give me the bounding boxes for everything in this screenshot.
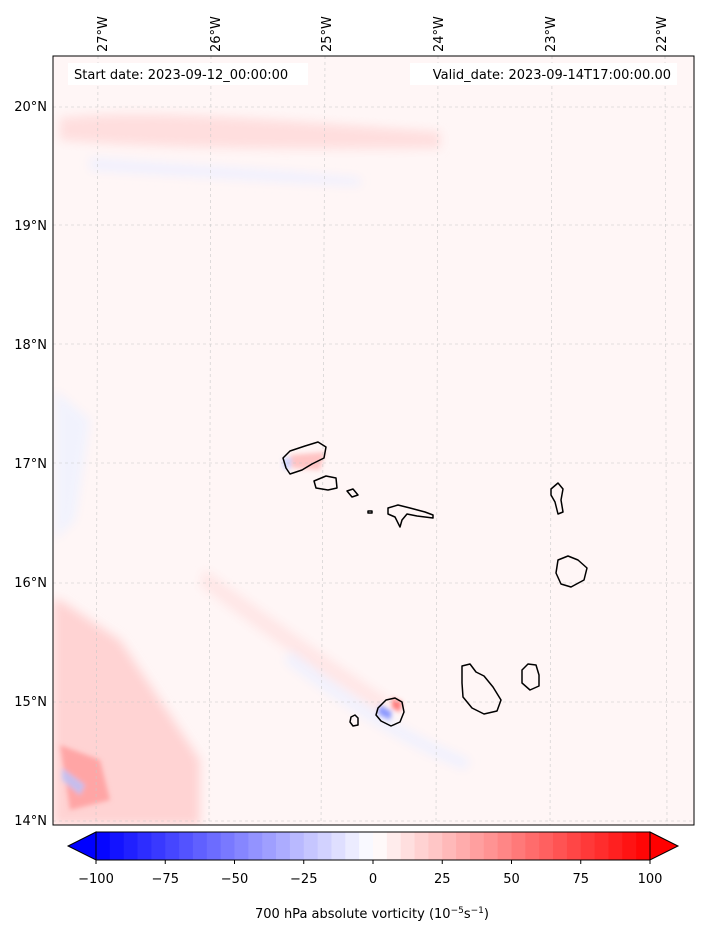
colorbar-tick-label: −25 [290, 872, 317, 887]
colorbar-tick-label: 25 [434, 872, 451, 887]
colorbar-bin [151, 832, 166, 860]
colorbar-tick-label: 75 [572, 872, 589, 887]
colorbar-label: 700 hPa absolute vorticity (10−5s−1) [255, 906, 489, 922]
colorbar-label-exp2: −1 [471, 906, 484, 916]
colorbar-bin [303, 832, 319, 860]
colorbar-bin [483, 832, 499, 860]
colorbar-bin [276, 832, 291, 860]
island-sao-vicente [313, 475, 338, 491]
lat-tick: 16°N [14, 576, 47, 591]
island-boa-vista [555, 555, 588, 588]
colorbar-bin [566, 832, 582, 860]
colorbar-bin [96, 832, 111, 860]
island-maio [521, 663, 540, 691]
lat-tick-labels: 20°N 19°N 18°N 17°N 16°N 15°N 14°N [14, 100, 47, 829]
colorbar-bin [179, 832, 194, 860]
lat-tick: 20°N [14, 100, 47, 115]
colorbar-bin [220, 832, 236, 860]
colorbar-tick-label: 0 [369, 872, 377, 887]
vorticity-field [53, 114, 470, 825]
valid-date-label: Valid_date: 2023-09-14T17:00:00.00 [433, 68, 671, 83]
gridlines [53, 56, 694, 825]
coastlines [282, 441, 588, 727]
lat-tick: 15°N [14, 695, 47, 710]
island-santo-antao [282, 441, 327, 475]
plot-frame [52, 55, 695, 826]
colorbar-label-main: 700 hPa absolute vorticity (10 [255, 907, 451, 922]
colorbar-bin [137, 832, 152, 860]
lon-tick: 23°W [544, 16, 559, 52]
valid-date-box [410, 63, 677, 85]
colorbar-bin [414, 832, 429, 860]
colorbar-bin [442, 832, 457, 860]
colorbar-bin [165, 832, 180, 860]
colorbar-bins [96, 832, 651, 860]
lon-tick: 22°W [655, 16, 670, 52]
colorbar-label-exp1: −5 [451, 906, 464, 916]
lon-tick-labels: 27°W 26°W 25°W 24°W 23°W 22°W [96, 16, 670, 52]
colorbar-bin [525, 832, 540, 860]
colorbar-bin [331, 832, 346, 860]
colorbar-bin [636, 832, 651, 860]
colorbar-bin [262, 832, 277, 860]
island-fogo [375, 697, 405, 727]
island-brava [349, 714, 359, 727]
colorbar-extend-min [66, 831, 97, 861]
colorbar-bin [511, 832, 526, 860]
colorbar-bin [456, 832, 471, 860]
lon-tick: 26°W [209, 16, 224, 52]
island-sal [550, 482, 564, 515]
island-sao-nicolau [387, 504, 434, 528]
colorbar-bin [289, 832, 305, 860]
start-date-label: Start date: 2023-09-12_00:00:00 [74, 68, 288, 83]
colorbar-label-end: ) [484, 907, 489, 922]
lat-tick: 19°N [14, 219, 47, 234]
colorbar-bin [192, 832, 208, 860]
colorbar-bin [109, 832, 125, 860]
colorbar-ticks: −100 −75 −50 −25 0 25 50 75 100 [78, 860, 662, 887]
colorbar-tick-label: −50 [221, 872, 248, 887]
colorbar-bin [469, 832, 485, 860]
island-santa-luzia [346, 488, 359, 498]
start-date-box [68, 63, 308, 85]
colorbar-bin [400, 832, 416, 860]
colorbar-bin [123, 832, 139, 860]
colorbar-tick-label: −75 [152, 872, 179, 887]
colorbar-extend-max [649, 831, 680, 861]
colorbar-bin [248, 832, 263, 860]
island-santiago [461, 663, 502, 715]
colorbar-bin [622, 832, 637, 860]
colorbar-bin [359, 832, 374, 860]
colorbar-bin [539, 832, 554, 860]
colorbar-bin [373, 832, 388, 860]
lon-tick: 27°W [96, 16, 111, 52]
colorbar-bin [594, 832, 610, 860]
colorbar-bin [428, 832, 443, 860]
lat-tick: 18°N [14, 338, 47, 353]
island-branco [367, 510, 373, 514]
colorbar-bin [553, 832, 568, 860]
colorbar: −100 −75 −50 −25 0 25 50 75 100 700 hPa absolute… [66, 831, 680, 922]
lat-tick: 17°N [14, 457, 47, 472]
colorbar-bin [206, 832, 222, 860]
colorbar-label-mid: s [464, 907, 471, 922]
lon-tick: 25°W [320, 16, 335, 52]
colorbar-bin [345, 832, 360, 860]
colorbar-bin [580, 832, 596, 860]
colorbar-bin [497, 832, 513, 860]
colorbar-bin [386, 832, 402, 860]
colorbar-bin [608, 832, 623, 860]
colorbar-tick-label: 50 [503, 872, 520, 887]
colorbar-bin [234, 832, 249, 860]
lon-tick: 24°W [432, 16, 447, 52]
lat-tick: 14°N [14, 814, 47, 829]
colorbar-tick-label: −100 [78, 872, 114, 887]
colorbar-bin [317, 832, 333, 860]
colorbar-tick-label: 100 [638, 872, 663, 887]
